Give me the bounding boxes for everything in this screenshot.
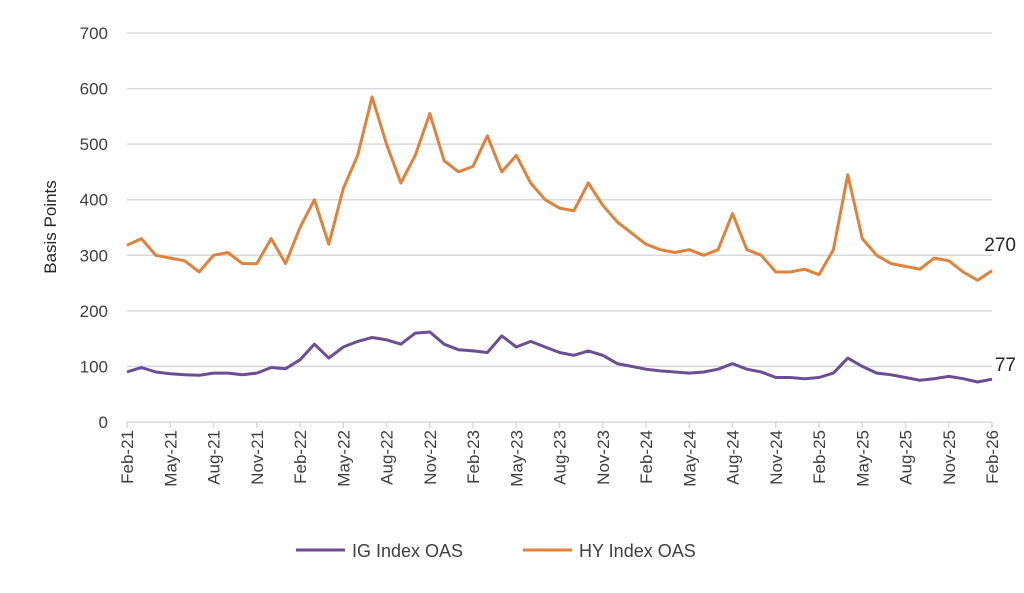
y-tick-label: 500 [80, 135, 108, 154]
legend-label-ig: IG Index OAS [352, 541, 463, 561]
x-tick-label: May-22 [334, 430, 353, 487]
x-tick-label: Feb-25 [810, 430, 829, 484]
y-axis-label: Basis Points [41, 180, 60, 274]
y-tick-label: 400 [80, 191, 108, 210]
x-tick-label: Nov-21 [248, 430, 267, 485]
x-tick-label: May-24 [680, 430, 699, 487]
x-tick-label: Feb-26 [983, 430, 1002, 484]
hy-end-label: 270 [984, 235, 1016, 256]
x-tick-label: May-25 [853, 430, 872, 487]
x-tick-label: May-21 [161, 430, 180, 487]
y-tick-label: 0 [99, 413, 108, 432]
legend-label-hy: HY Index OAS [579, 541, 696, 561]
x-tick-label: Aug-22 [378, 430, 397, 485]
ig-end-label: 77 [995, 355, 1016, 376]
x-tick-label: Nov-25 [940, 430, 959, 485]
x-tick-label: Nov-24 [767, 430, 786, 485]
x-tick-label: Aug-25 [897, 430, 916, 485]
y-tick-label: 100 [80, 357, 108, 376]
x-tick-label: Aug-24 [724, 430, 743, 485]
y-tick-label: 700 [80, 24, 108, 43]
legend: IG Index OAS HY Index OAS [296, 541, 696, 561]
x-tick-label: Nov-23 [594, 430, 613, 485]
y-tick-label: 200 [80, 302, 108, 321]
x-tick-label: Feb-23 [464, 430, 483, 484]
x-tick-label: Feb-21 [118, 430, 137, 484]
x-tick-label: Feb-22 [291, 430, 310, 484]
x-tick-label: Aug-23 [551, 430, 570, 485]
y-tick-label: 300 [80, 246, 108, 265]
hy-oas-line [126, 95, 993, 282]
x-tick-label: May-23 [507, 430, 526, 487]
x-tick-label: Feb-24 [637, 430, 656, 484]
ig-oas-line [126, 330, 993, 384]
x-tick-label: Aug-21 [205, 430, 224, 485]
x-tick-label: Nov-22 [421, 430, 440, 485]
y-tick-label: 600 [80, 80, 108, 99]
